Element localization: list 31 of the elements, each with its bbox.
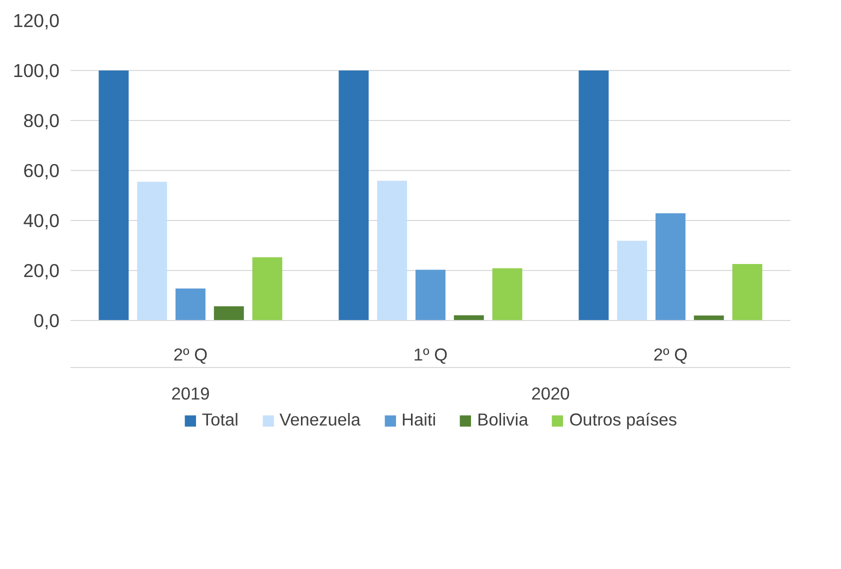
legend-label: Venezuela xyxy=(280,410,360,430)
y-tick-label: 80,0 xyxy=(23,110,60,131)
bar xyxy=(617,240,648,320)
legend-label: Bolivia xyxy=(477,410,528,430)
x-tick-label: 1º Q xyxy=(413,344,448,364)
bar xyxy=(176,288,206,320)
bar xyxy=(377,180,408,320)
bar xyxy=(252,257,282,320)
text: 2020 xyxy=(531,384,570,404)
text: 2019 xyxy=(171,384,210,404)
bar xyxy=(98,70,129,320)
bar xyxy=(214,306,244,320)
bar xyxy=(578,70,609,320)
bar xyxy=(137,182,168,320)
bar xyxy=(732,264,762,320)
bar xyxy=(338,70,369,320)
y-tick-label: 20,0 xyxy=(23,260,60,281)
bar xyxy=(492,268,522,320)
bar xyxy=(694,316,724,320)
x-tick-label: 2º Q xyxy=(653,344,688,364)
y-tick-label: 60,0 xyxy=(23,160,60,181)
y-tick-label: 0,0 xyxy=(34,310,60,331)
bar xyxy=(656,213,686,320)
y-tick-label: 120,0 xyxy=(12,10,60,31)
y-tick-label: 40,0 xyxy=(23,210,60,231)
y-tick-label: 100,0 xyxy=(12,60,60,81)
x-tick-label: 2º Q xyxy=(173,344,208,364)
bar xyxy=(416,270,446,320)
legend-label: Total xyxy=(202,410,239,430)
legend-label: Outros países xyxy=(569,410,678,430)
legend-label: Haiti xyxy=(401,410,436,430)
